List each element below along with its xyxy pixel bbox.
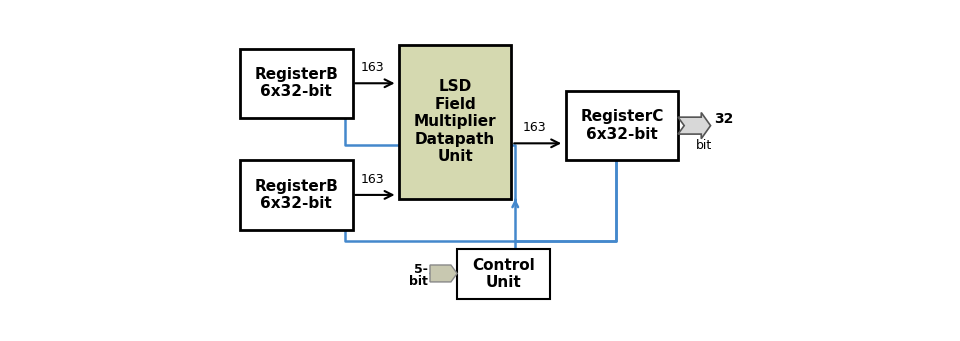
- Text: Control
Unit: Control Unit: [472, 258, 535, 290]
- Text: RegisterB
6x32-bit: RegisterB 6x32-bit: [254, 179, 338, 211]
- Polygon shape: [430, 265, 457, 282]
- Text: RegisterB
6x32-bit: RegisterB 6x32-bit: [254, 67, 338, 100]
- Text: 163: 163: [361, 61, 384, 74]
- Bar: [399, 45, 512, 199]
- Bar: [240, 49, 352, 118]
- Text: 32: 32: [713, 113, 733, 127]
- Text: 163: 163: [361, 173, 384, 186]
- Bar: [240, 160, 352, 229]
- Bar: [565, 91, 678, 160]
- Polygon shape: [678, 113, 710, 139]
- Text: 163: 163: [523, 121, 546, 134]
- Text: LSD
Field
Multiplier
Datapath
Unit: LSD Field Multiplier Datapath Unit: [414, 79, 496, 164]
- Text: 5-: 5-: [414, 263, 427, 276]
- Text: bit: bit: [409, 275, 427, 288]
- Text: bit: bit: [696, 139, 712, 152]
- Text: RegisterC
6x32-bit: RegisterC 6x32-bit: [580, 109, 663, 142]
- Bar: [457, 249, 550, 299]
